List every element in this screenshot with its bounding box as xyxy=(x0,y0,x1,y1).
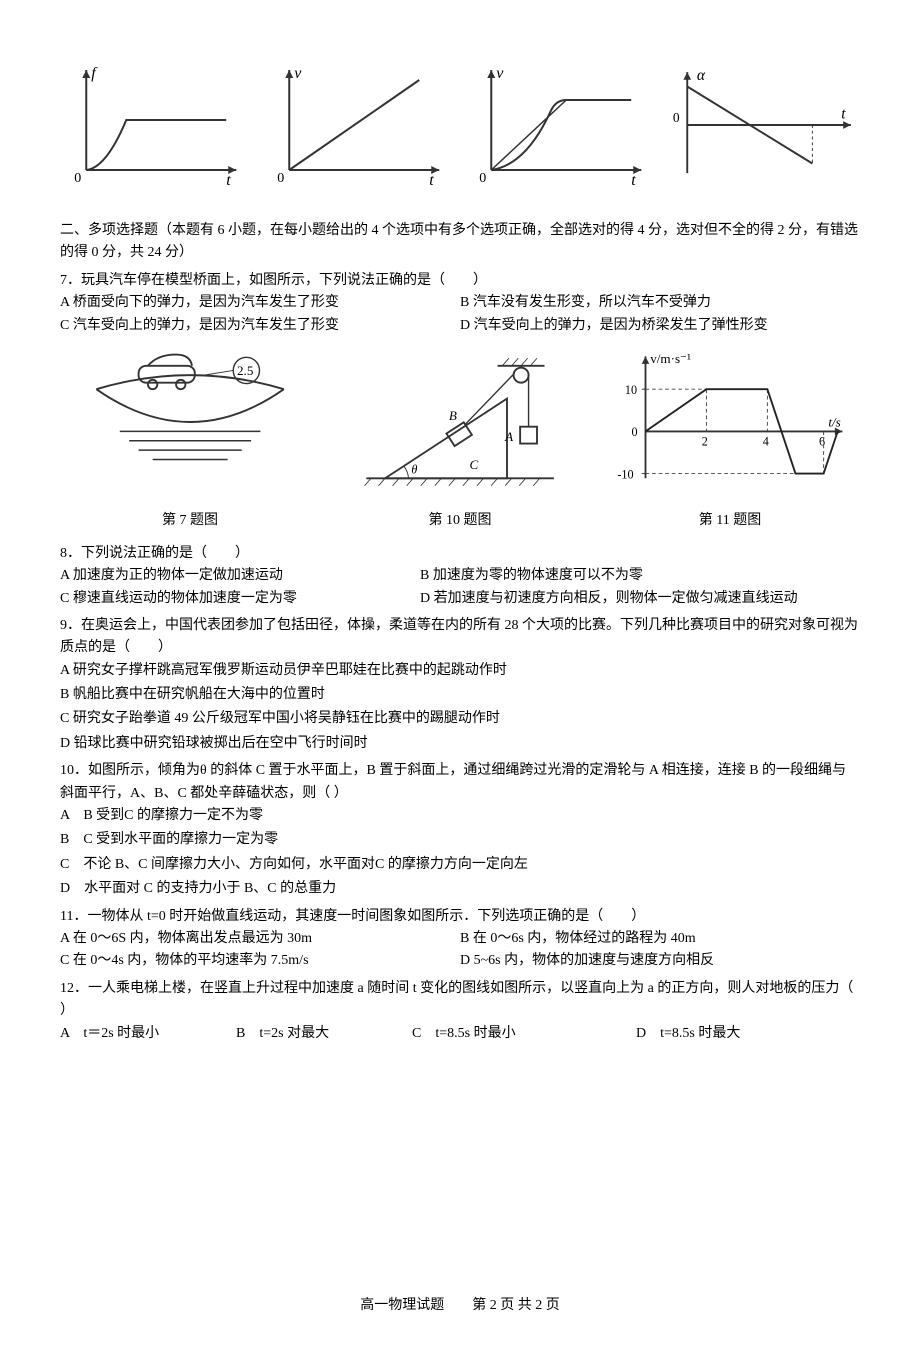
q7-option-a: A 桥面受向下的弹力，是因为汽车发生了形变 xyxy=(60,292,460,314)
figure-11: 10 0 -10 2 4 6 v/m·s⁻¹ t/s 第 11 题图 xyxy=(600,347,860,533)
q8-stem: 8．下列说法正确的是（ ） xyxy=(60,543,860,565)
fig11-y0: 0 xyxy=(632,425,638,439)
q7-option-c: C 汽车受向上的弹力，是因为汽车发生了形变 xyxy=(60,315,460,337)
q10-option-a: A B 受到C 的摩擦力一定不为零 xyxy=(60,805,860,827)
q9-option-b: B 帆船比赛中在研究帆船在大海中的位置时 xyxy=(60,684,860,706)
graph-4: α t 0 xyxy=(668,60,861,190)
figure10-A: A xyxy=(504,429,514,444)
q9-option-a: A 研究女子撑杆跳高冠军俄罗斯运动员伊辛巴耶娃在比赛中的起跳动作时 xyxy=(60,660,860,682)
q11-option-c: C 在 0～4s 内，物体的平均速率为 7.5m/s xyxy=(60,950,460,972)
q7-option-b: B 汽车没有发生形变，所以汽车不受弹力 xyxy=(460,292,860,314)
q11-option-b: B 在 0～6s 内，物体经过的路程为 40m xyxy=(460,928,860,950)
graph3-xlabel: t xyxy=(631,172,636,189)
page-footer: 高一物理试题 第 2 页 共 2 页 xyxy=(60,1295,860,1317)
figure10-B: B xyxy=(449,408,457,423)
q9-stem: 9．在奥运会上，中国代表团参加了包括田径，体操，柔道等在内的所有 28 个大项的… xyxy=(60,615,860,660)
section-title: 二、多项选择题（本题有 6 小题，在每小题给出的 4 个选项中有多个选项正确，全… xyxy=(60,220,860,265)
question-8: 8．下列说法正确的是（ ） A 加速度为正的物体一定做加速运动 B 加速度为零的… xyxy=(60,543,860,610)
graph3-ylabel: v xyxy=(496,65,504,82)
figure-10: θ B A C 第 10 题图 xyxy=(330,347,590,533)
fig11-x6: 6 xyxy=(819,434,825,448)
graph2-ylabel: v xyxy=(294,65,302,82)
graph2-origin: 0 xyxy=(277,171,284,186)
q10-stem: 10．如图所示，倾角为θ 的斜体 C 置于水平面上，B 置于斜面上，通过细绳跨过… xyxy=(60,760,860,805)
graph4-ylabel: α xyxy=(696,67,705,84)
question-7: 7．玩具汽车停在模型桥面上，如图所示，下列说法正确的是（ ） A 桥面受向下的弹… xyxy=(60,270,860,337)
graph4-xlabel: t xyxy=(841,105,846,122)
q9-option-d: D 铅球比赛中研究铅球被掷出后在空中飞行时间时 xyxy=(60,733,860,755)
q8-option-a: A 加速度为正的物体一定做加速运动 xyxy=(60,565,420,587)
q8-option-c: C 穆速直线运动的物体加速度一定为零 xyxy=(60,588,420,610)
figures-row: 2.5 第 7 题图 θ B xyxy=(60,347,860,533)
question-11: 11．一物体从 t=0 时开始做直线运动，其速度一时间图象如图所示．下列选项正确… xyxy=(60,906,860,973)
graph-2: v t 0 xyxy=(263,60,456,190)
q12-option-c: C t=8.5s 时最小 xyxy=(412,1023,636,1045)
q10-option-b: B C 受到水平面的摩擦力一定为零 xyxy=(60,829,860,851)
q9-option-c: C 研究女子跆拳道 49 公斤级冠军中国小将吴静钰在比赛中的踢腿动作时 xyxy=(60,708,860,730)
q12-option-d: D t=8.5s 时最大 xyxy=(636,1023,860,1045)
graph2-xlabel: t xyxy=(429,172,434,189)
graph3-origin: 0 xyxy=(479,171,486,186)
q10-option-c: C 不论 B、C 间摩擦力大小、方向如何，水平面对C 的摩擦力方向一定向左 xyxy=(60,854,860,876)
fig11-x2: 2 xyxy=(702,434,708,448)
question-12: 12．一人乘电梯上楼，在竖直上升过程中加速度 a 随时间 t 变化的图线如图所示… xyxy=(60,978,860,1045)
figure-7: 2.5 第 7 题图 xyxy=(60,347,320,533)
q8-option-b: B 加速度为零的物体速度可以不为零 xyxy=(420,565,860,587)
q8-option-d: D 若加速度与初速度方向相反，则物体一定做匀减速直线运动 xyxy=(420,588,860,610)
q12-option-a: A t＝2s 时最小 xyxy=(60,1023,236,1045)
q11-stem: 11．一物体从 t=0 时开始做直线运动，其速度一时间图象如图所示．下列选项正确… xyxy=(60,906,860,928)
graph-3: v t 0 xyxy=(465,60,658,190)
q12-option-b: B t=2s 对最大 xyxy=(236,1023,412,1045)
top-graphs-row: f t 0 v t 0 v t 0 xyxy=(60,60,860,190)
graph-1: f t 0 xyxy=(60,60,253,190)
figure7-label: 2.5 xyxy=(237,363,254,378)
q12-stem: 12．一人乘电梯上楼，在竖直上升过程中加速度 a 随时间 t 变化的图线如图所示… xyxy=(60,978,860,1023)
figure11-caption: 第 11 题图 xyxy=(600,510,860,532)
figure10-C: C xyxy=(469,457,478,472)
graph1-origin: 0 xyxy=(74,171,81,186)
figure10-theta: θ xyxy=(411,463,417,477)
fig11-ylabel: v/m·s⁻¹ xyxy=(650,351,691,366)
graph1-xlabel: t xyxy=(226,172,231,189)
fig11-x4: 4 xyxy=(763,434,769,448)
q7-option-d: D 汽车受向上的弹力，是因为桥梁发生了弹性形变 xyxy=(460,315,860,337)
graph4-origin: 0 xyxy=(672,110,679,125)
question-9: 9．在奥运会上，中国代表团参加了包括田径，体操，柔道等在内的所有 28 个大项的… xyxy=(60,615,860,755)
graph1-ylabel: f xyxy=(91,65,98,82)
figure10-caption: 第 10 题图 xyxy=(330,510,590,532)
question-10: 10．如图所示，倾角为θ 的斜体 C 置于水平面上，B 置于斜面上，通过细绳跨过… xyxy=(60,760,860,900)
q11-option-a: A 在 0～6S 内，物体离出发点最远为 30m xyxy=(60,928,460,950)
q7-stem: 7．玩具汽车停在模型桥面上，如图所示，下列说法正确的是（ ） xyxy=(60,270,860,292)
q10-option-d: D 水平面对 C 的支持力小于 B、C 的总重力 xyxy=(60,878,860,900)
fig11-xlabel: t/s xyxy=(828,415,840,430)
figure7-caption: 第 7 题图 xyxy=(60,510,320,532)
fig11-y10: 10 xyxy=(625,383,637,397)
fig11-yminus10: -10 xyxy=(618,467,634,481)
q11-option-d: D 5~6s 内，物体的加速度与速度方向相反 xyxy=(460,950,860,972)
